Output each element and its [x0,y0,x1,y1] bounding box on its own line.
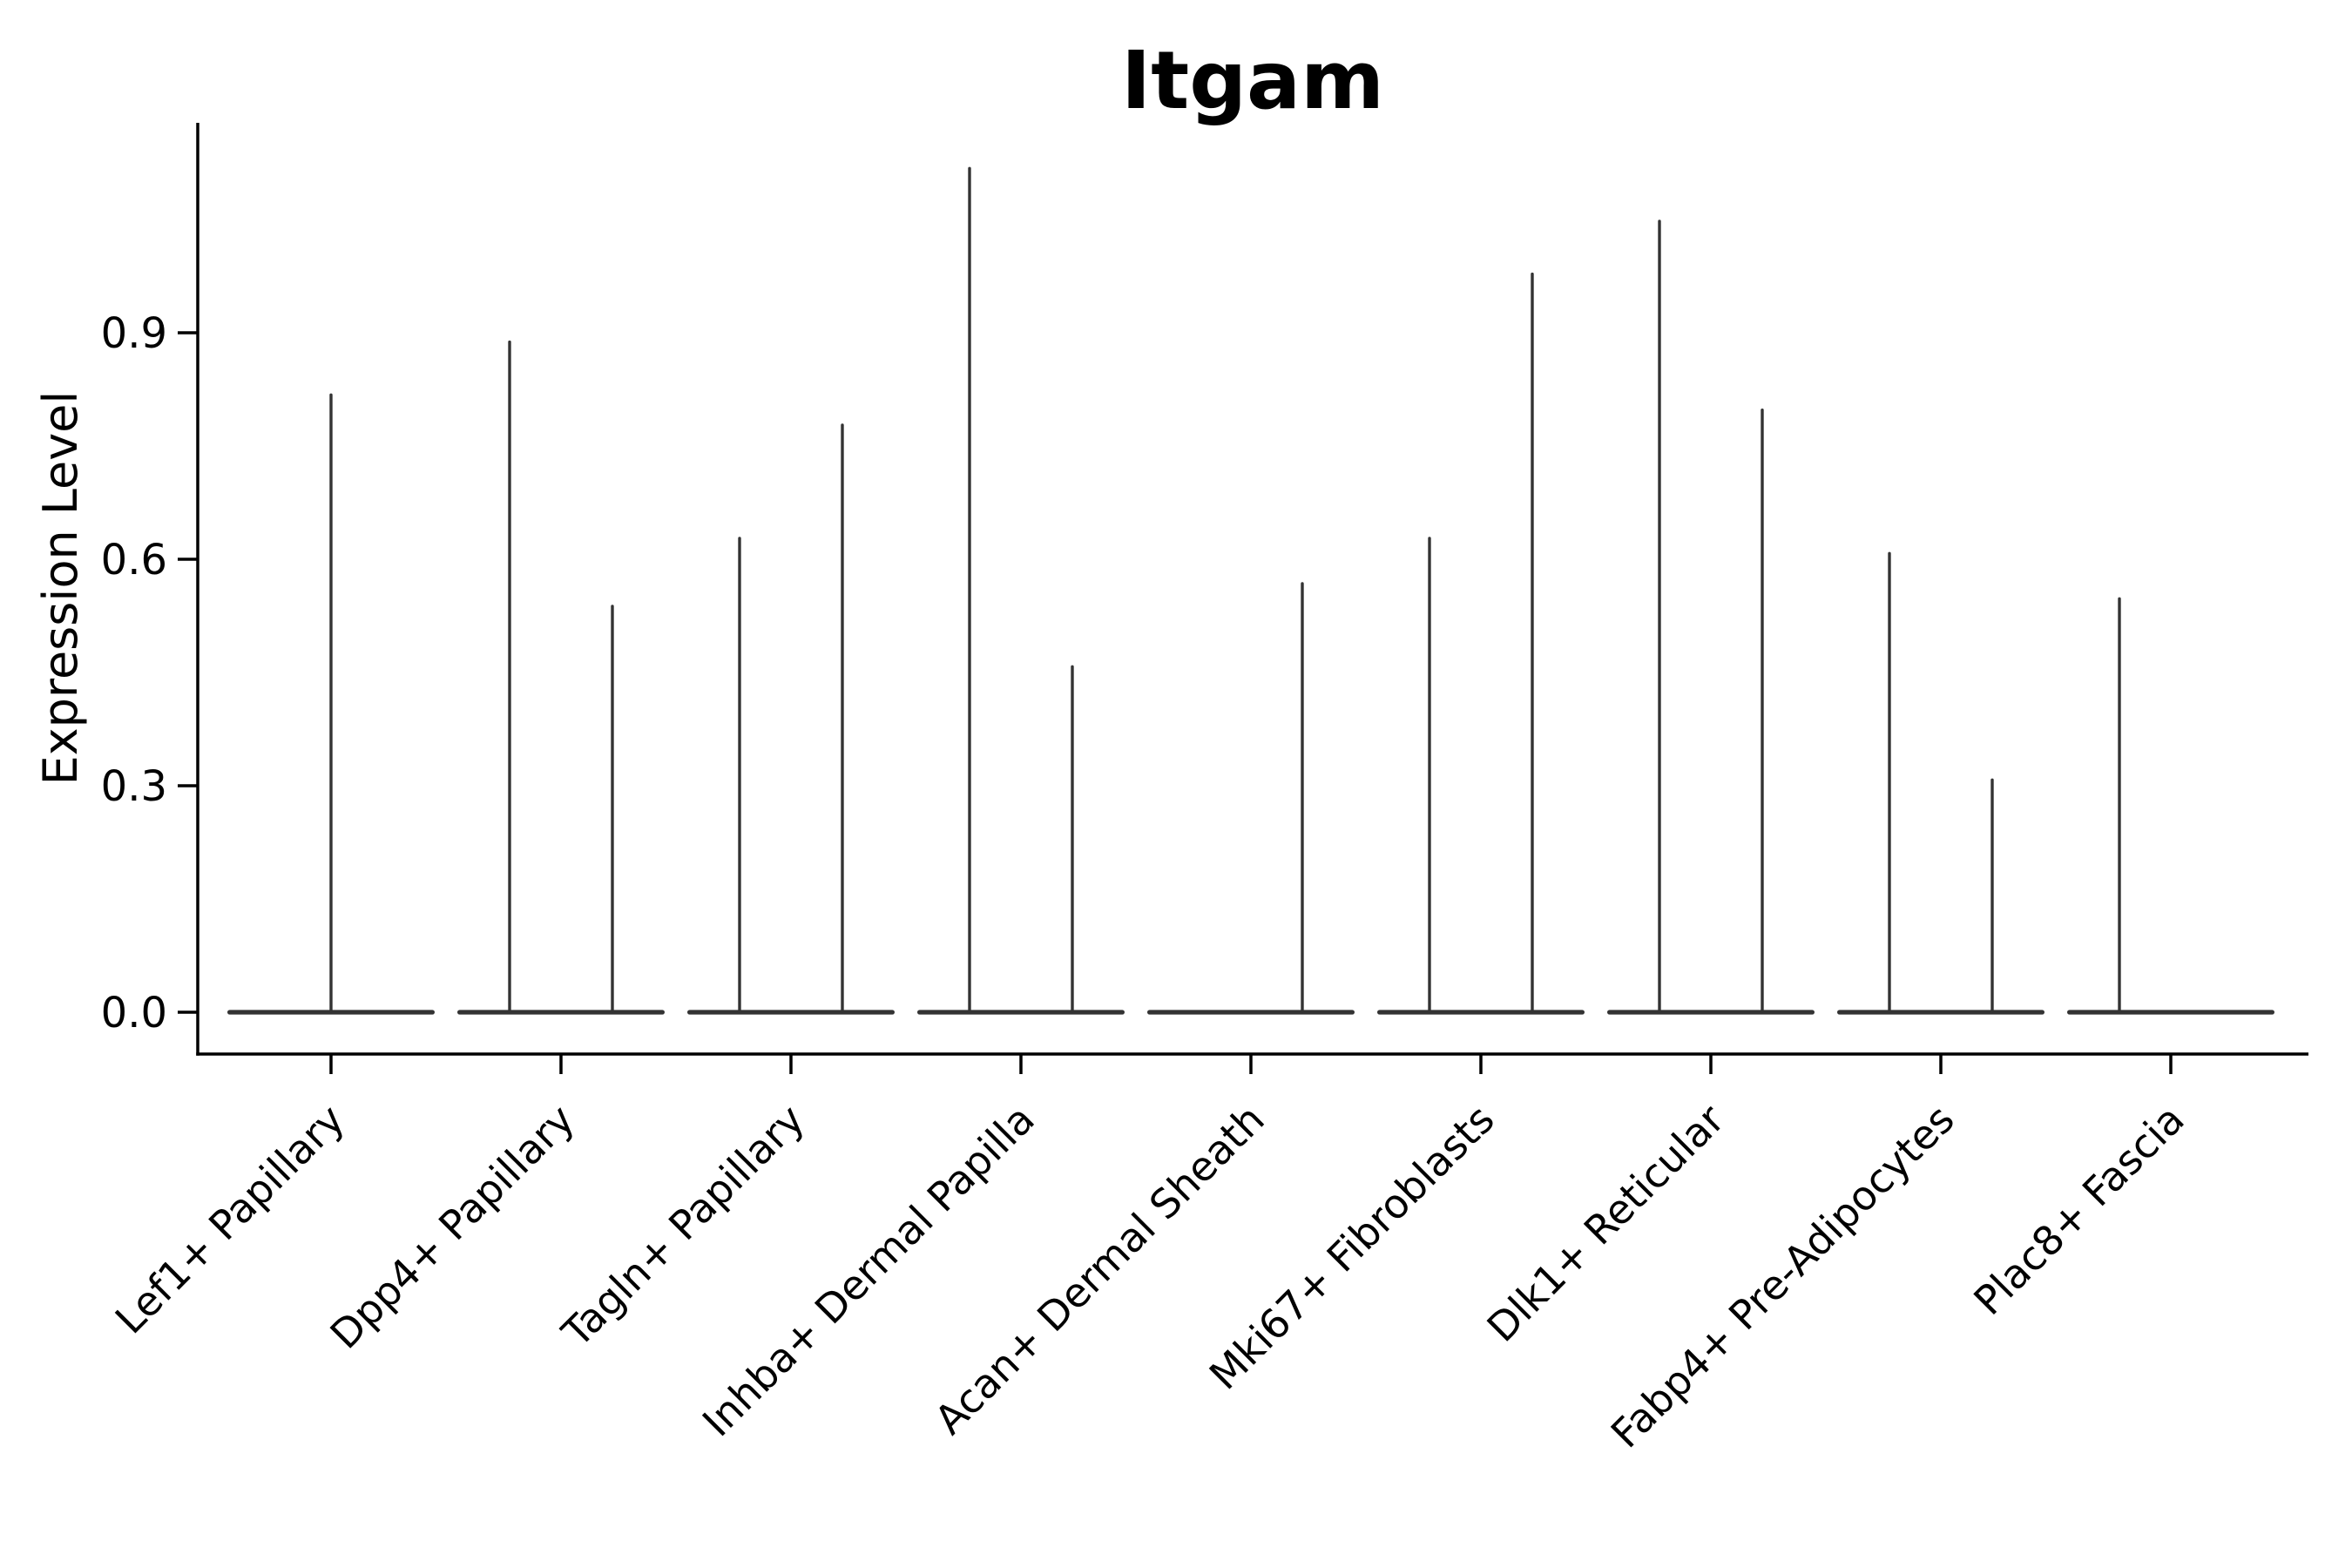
y-tick-label: 0.3 [101,762,167,811]
x-tick-label: Dlk1+ Reticular [1478,1096,1734,1351]
y-axis-label: Expression Level [33,391,88,786]
violin-base [1837,1010,2044,1015]
x-tick-label: Dpp4+ Papillary [321,1096,584,1358]
y-tick-label: 0.0 [101,989,167,1037]
violin-base [1607,1010,1815,1015]
violin-base [687,1010,895,1015]
violin-base [1377,1010,1585,1015]
plot-title: Itgam [1121,34,1384,127]
violin-base [2067,1010,2274,1015]
x-tick-label: Tagln+ Papillary [552,1096,814,1357]
violin-base [917,1010,1125,1015]
violin-base [1147,1010,1355,1015]
violin-base [457,1010,665,1015]
y-tick-label: 0.6 [101,536,167,585]
y-tick-label: 0.9 [101,309,167,358]
x-tick-label: Lef1+ Papillary [106,1096,354,1343]
x-tick-label: Plac8+ Fascia [1964,1096,2193,1324]
